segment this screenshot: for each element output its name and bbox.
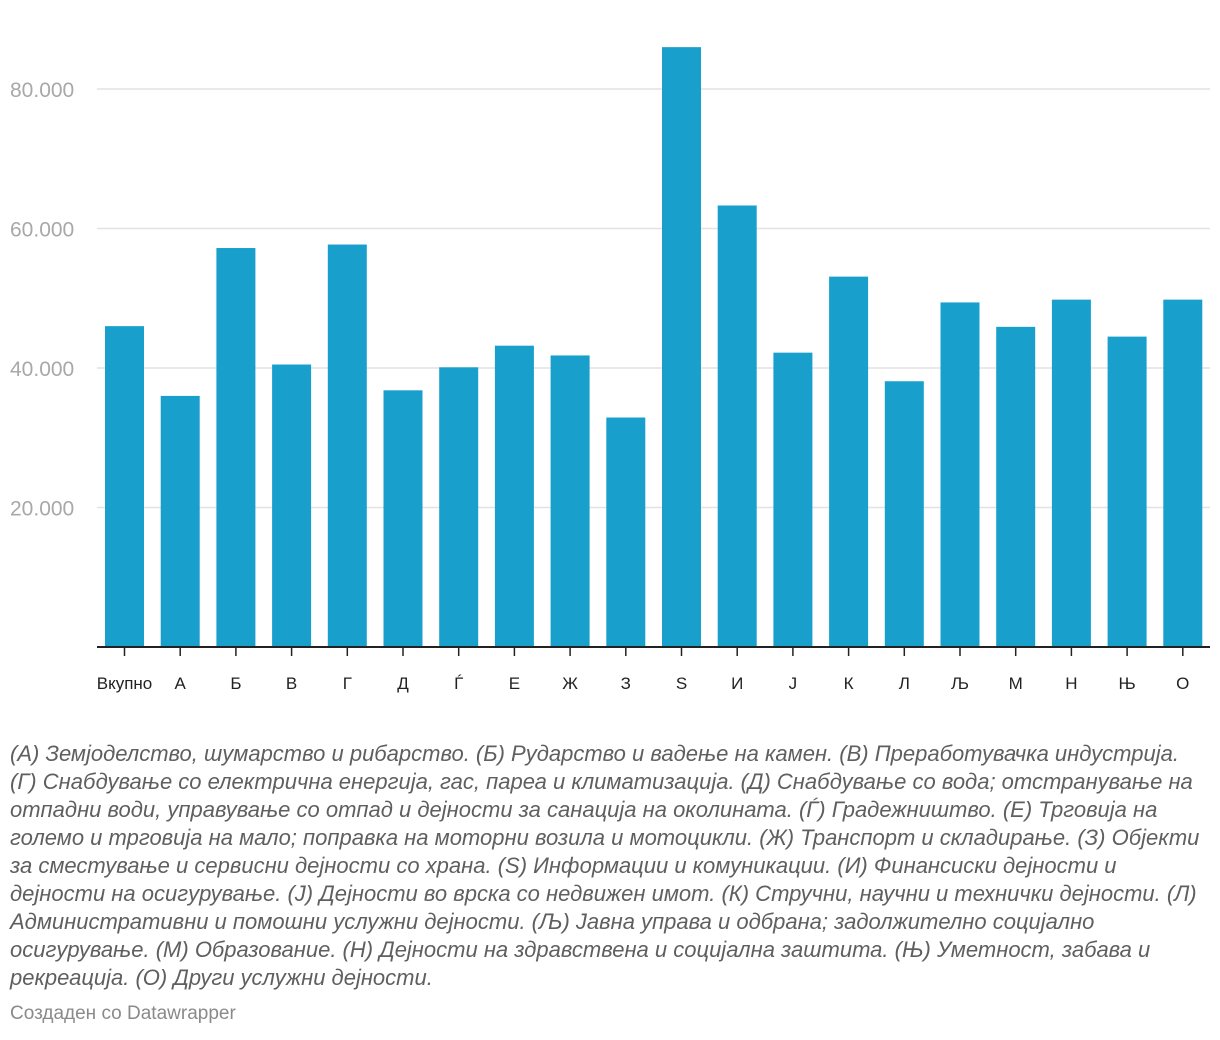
- x-tick-label: Ѕ: [676, 674, 687, 693]
- x-axis-ticks: Вкупно А Б В Г Д Ѓ Е Ж З Ѕ И Ј К Л Љ М Н Њ О: [97, 647, 1189, 693]
- x-tick-label: Н: [1065, 674, 1077, 693]
- x-tick-label: А: [175, 674, 187, 693]
- bar: [829, 276, 869, 647]
- category-legend-notes: (А) Земјоделство, шумарство и рибарство.…: [10, 741, 1200, 990]
- bar: [996, 326, 1036, 647]
- x-tick-label: М: [1009, 674, 1023, 693]
- y-axis-ticks: 20.000 40.000 60.000 80.000: [10, 79, 74, 521]
- x-tick-label: Д: [397, 674, 409, 693]
- bar: [550, 355, 590, 647]
- bar: [383, 390, 423, 647]
- x-tick-label: В: [286, 674, 297, 693]
- bar: [272, 364, 312, 647]
- bar-chart: 20.000 40.000 60.000 80.000 Вкупно А Б В Г Д Ѓ Е Ж З…: [10, 47, 1210, 693]
- bar: [216, 248, 256, 647]
- bar: [105, 326, 144, 647]
- datawrapper-credit: Создаден со Datawrapper: [10, 1003, 236, 1024]
- bar: [773, 352, 813, 647]
- gridlines: [97, 88, 1210, 509]
- bar: [884, 381, 924, 647]
- bar: [662, 47, 701, 647]
- y-tick-label: 20.000: [10, 498, 74, 521]
- x-tick-label: К: [844, 674, 854, 693]
- bar: [327, 244, 367, 648]
- bar: [160, 395, 200, 647]
- bar: [494, 345, 534, 647]
- x-tick-label: Б: [230, 674, 241, 693]
- x-tick-label: Е: [509, 674, 520, 693]
- x-tick-label: Г: [343, 674, 352, 693]
- bar: [940, 302, 980, 647]
- x-tick-label: О: [1176, 674, 1189, 693]
- y-tick-label: 60.000: [10, 219, 74, 242]
- bar: [1163, 299, 1203, 647]
- y-tick-label: 80.000: [10, 79, 74, 102]
- x-tick-label: З: [621, 674, 631, 693]
- x-tick-label: Њ: [1119, 674, 1136, 693]
- x-tick-label: Ж: [562, 674, 578, 693]
- x-tick-label: Ѓ: [454, 674, 463, 693]
- bars: [105, 47, 1203, 648]
- x-tick-label: Л: [899, 674, 910, 693]
- bar: [439, 367, 479, 647]
- bar: [1051, 299, 1091, 647]
- y-tick-label: 40.000: [10, 358, 74, 381]
- x-tick-label: И: [731, 674, 743, 693]
- bar: [606, 417, 646, 647]
- bar: [1107, 336, 1147, 647]
- x-tick-label: Вкупно: [97, 674, 153, 693]
- x-tick-label: Ј: [789, 674, 798, 693]
- x-tick-label: Љ: [951, 674, 969, 693]
- bar: [717, 205, 757, 648]
